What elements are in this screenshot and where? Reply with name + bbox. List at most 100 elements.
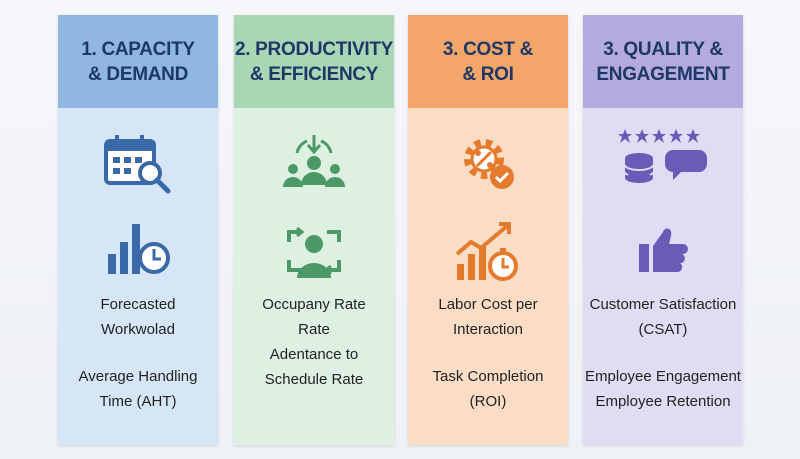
icon-part — [124, 168, 131, 174]
icon-part — [464, 139, 514, 189]
metric-list: Occupany Rate Rate Adentance to Schedule Ra… — [234, 292, 394, 392]
icon-part — [479, 246, 486, 280]
icon — [456, 133, 520, 198]
metric-label: Adentance to — [269, 346, 359, 363]
icon-part — [501, 258, 509, 269]
icon-part — [653, 228, 688, 272]
icon-part — [635, 129, 649, 143]
icon-part — [457, 264, 464, 280]
icon — [102, 133, 174, 200]
icon-part — [639, 244, 649, 272]
icon-part — [325, 177, 345, 187]
icon-part — [108, 254, 116, 274]
metric-label: Time (AHT) — [99, 393, 177, 410]
column: 3. QUALITY & ENGAGEMENT Customer Satisfact… — [583, 15, 743, 445]
icon-part — [113, 157, 120, 163]
icon-part — [639, 228, 688, 272]
metric-list: Forecasted Workwolad Average Handling Time … — [58, 292, 218, 436]
icon-part — [115, 135, 119, 145]
icon-part — [487, 162, 493, 168]
metric-label: Workwolad — [101, 321, 175, 338]
metric-label: Task Completion — [432, 368, 544, 385]
icon-part — [287, 230, 341, 272]
icon-part — [686, 129, 700, 143]
icon-part — [464, 139, 504, 179]
icon-part — [124, 157, 131, 163]
icon-part — [625, 173, 653, 183]
metric: Employee Retention — [583, 389, 743, 414]
column-header: 2. PRODUCTIVITY & EFFICIENCY — [234, 15, 394, 108]
icon-part — [113, 168, 120, 174]
metric: Task Completion (ROI) — [408, 364, 568, 414]
column-title: ENGAGEMENT — [596, 63, 730, 85]
icon-part — [283, 156, 345, 187]
icon-part — [499, 222, 511, 234]
column-header: 1. CAPACITY & DEMAND — [58, 15, 218, 108]
icon-part — [297, 263, 331, 278]
icon — [102, 220, 174, 281]
column: 3. COST & & ROI Labor Cost per Interaction T… — [408, 15, 568, 445]
icon-part — [120, 242, 128, 274]
metric-label: Schedule Rate — [264, 371, 364, 388]
metric-label: Interaction — [452, 321, 524, 338]
icon-part — [330, 164, 340, 174]
icon-part — [500, 248, 506, 253]
metric: Adentance to Schedule Rate — [234, 342, 394, 392]
icon-part — [106, 141, 154, 151]
icon-part — [665, 150, 707, 180]
icon-part — [152, 249, 161, 261]
metric: Average Handling Time (AHT) — [58, 364, 218, 414]
icon-part — [287, 226, 341, 278]
metric-label: Forecasted — [100, 296, 176, 313]
icon-part — [468, 254, 475, 280]
icon-part — [475, 150, 493, 168]
icon-part — [140, 135, 144, 145]
icon-part — [108, 224, 170, 274]
column-title: 1. CAPACITY — [81, 38, 195, 60]
icon-part — [457, 246, 486, 280]
icon-part — [305, 235, 323, 253]
metric-label: (ROI) — [469, 393, 507, 410]
icon-part — [652, 129, 666, 143]
icon — [279, 133, 349, 196]
column-title: 2. PRODUCTIVITY — [234, 38, 394, 60]
icon — [453, 220, 523, 289]
icon-part — [669, 129, 683, 143]
metric-label: (CSAT) — [638, 321, 688, 338]
icon-part — [104, 135, 171, 194]
metric: Forecasted Workwolad — [58, 292, 218, 342]
column-title: & DEMAND — [88, 63, 188, 85]
metric: Occupany Rate Rate — [234, 292, 394, 342]
column-header: 3. QUALITY & ENGAGEMENT — [583, 15, 743, 108]
metric-list: Customer Satisfaction (CSAT) Employee Enga… — [583, 292, 743, 414]
icon — [615, 128, 711, 197]
icon-part — [132, 224, 140, 274]
icon — [281, 220, 347, 287]
icon-part — [307, 156, 321, 170]
metric-label: Employee Retention — [595, 393, 731, 410]
icon-part — [625, 158, 653, 178]
icon — [635, 220, 691, 281]
metric-label: Occupany Rate — [262, 296, 366, 313]
icon-part — [301, 172, 327, 185]
icon-part — [455, 222, 518, 281]
icon-part — [295, 139, 333, 154]
column-title: 3. COST & — [442, 38, 534, 60]
column: 2. PRODUCTIVITY & EFFICIENCY Occupany Rate… — [234, 15, 394, 445]
icon-part — [618, 129, 707, 180]
icon-part — [113, 157, 142, 174]
icon-part — [455, 224, 509, 256]
metric-label: Rate — [298, 321, 330, 338]
icon-part — [288, 164, 298, 174]
metric: Customer Satisfaction (CSAT) — [583, 292, 743, 342]
icon-part — [475, 150, 481, 156]
icon-part — [283, 177, 303, 187]
metric: Employee Engagement — [583, 364, 743, 389]
icon-part — [297, 235, 331, 278]
metric: Labor Cost per Interaction — [408, 292, 568, 342]
icon-part — [618, 129, 707, 183]
icon-part — [639, 228, 688, 272]
icon-part — [618, 129, 632, 143]
icon-part — [283, 135, 345, 187]
